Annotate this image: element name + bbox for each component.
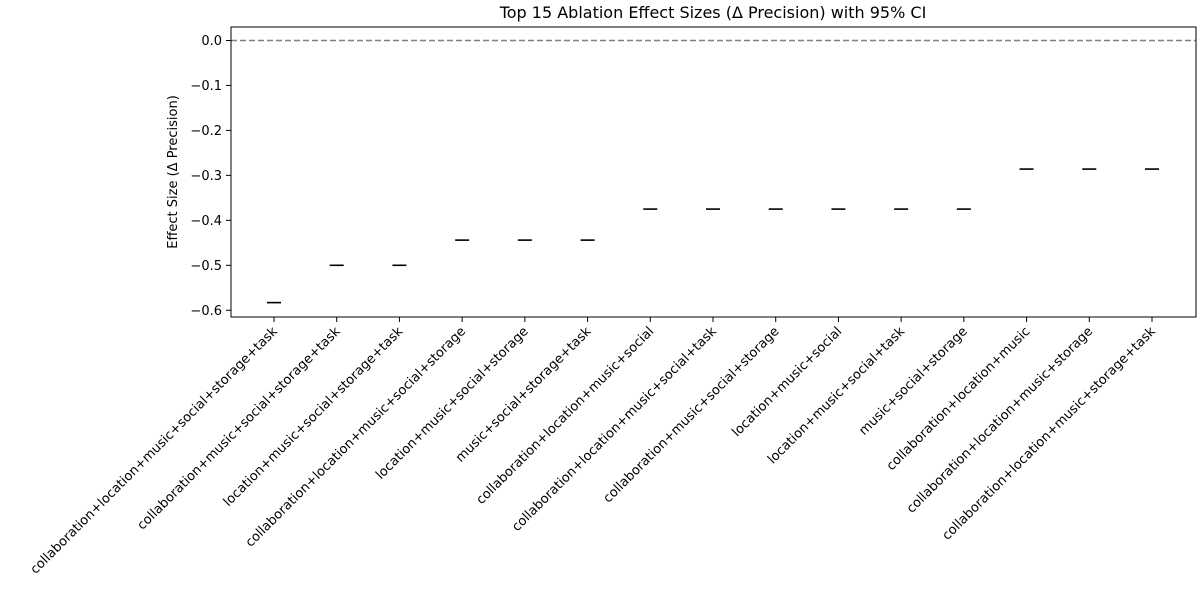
plot-area: 0.0 −0.1 −0.2 −0.3 −0.4 −0.5 −0.6 collaboration… (28, 26, 1197, 577)
y-tick-label: −0.4 (190, 214, 222, 229)
y-tick-label: −0.3 (190, 169, 222, 184)
y-tick-label: −0.5 (190, 259, 222, 274)
x-tick-label: collaboration+location+music+social+stor… (243, 324, 469, 550)
chart-title: Top 15 Ablation Effect Sizes (Δ Precisio… (499, 3, 927, 22)
y-tick-label: −0.6 (190, 304, 222, 319)
plot-frame (230, 26, 1197, 318)
y-tick-label: −0.2 (190, 124, 222, 139)
x-tick-label: location+music+social+task (765, 324, 908, 467)
y-tick-label: −0.1 (190, 79, 222, 94)
x-tick-label: music+social+storage (856, 324, 970, 438)
x-tick-label: collaboration+location+music+storage+tas… (940, 324, 1160, 544)
x-tick-label: music+social+storage+task (453, 324, 595, 466)
y-tick-label: 0.0 (201, 34, 222, 49)
y-axis-label: Effect Size (Δ Precision) (166, 95, 181, 249)
x-tick-label: location+music+social (729, 324, 845, 440)
